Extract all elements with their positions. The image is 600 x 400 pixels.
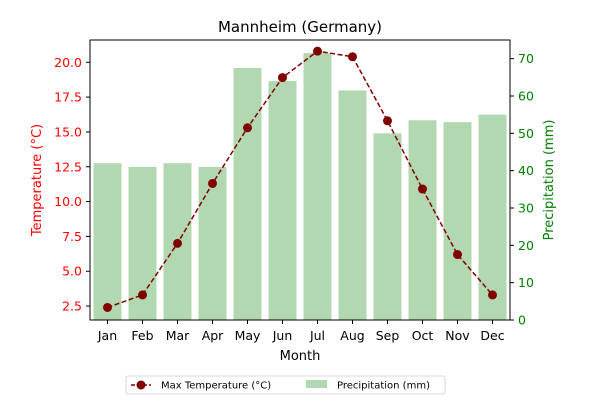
right-y-tick-label: 30 xyxy=(518,201,534,216)
right-y-tick-label: 50 xyxy=(518,126,534,141)
x-tick-label: Mar xyxy=(166,328,190,343)
right-y-tick-label: 70 xyxy=(518,51,534,66)
precipitation-bar-apr xyxy=(198,166,227,320)
precipitation-bar-jan xyxy=(93,163,122,320)
right-y-tick-label: 60 xyxy=(518,89,534,104)
x-tick-label: Aug xyxy=(340,328,364,343)
legend-precipitation-label: Precipitation (mm) xyxy=(337,381,430,392)
temperature-line xyxy=(103,46,497,312)
temperature-series-line xyxy=(107,50,494,309)
left-y-tick-label: 2.5 xyxy=(62,299,82,314)
right-y-tick-label: 0 xyxy=(518,313,526,328)
temperature-point-dec xyxy=(488,290,497,300)
legend-precipitation-swatch xyxy=(306,380,327,388)
precipitation-bar-oct xyxy=(408,120,437,321)
temperature-point-jul xyxy=(313,46,322,56)
legend-temperature-marker xyxy=(136,380,146,390)
right-y-axis-ticks: 0 10 20 30 40 50 60 70 xyxy=(510,51,534,328)
x-axis-ticks: Jan Feb Mar Apr May Jun Jul Aug Sep Oct Nov Dec xyxy=(97,320,505,343)
temperature-point-jun xyxy=(278,73,287,83)
x-tick-label: Apr xyxy=(202,328,224,343)
legend-temperature-label: Max Temperature (°C) xyxy=(161,381,271,392)
x-tick-label: Sep xyxy=(376,328,400,343)
temperature-point-feb xyxy=(138,290,147,300)
left-y-axis-label: Temperature (°C) xyxy=(30,124,45,237)
x-tick-label: Nov xyxy=(445,328,470,343)
legend: Max Temperature (°C) Precipitation (mm) xyxy=(125,375,446,395)
x-tick-label: Oct xyxy=(412,328,434,343)
left-y-tick-label: 20.0 xyxy=(54,55,82,70)
precipitation-bar-dec xyxy=(478,114,507,320)
left-y-tick-label: 15.0 xyxy=(54,124,82,139)
x-tick-label: Jun xyxy=(272,328,293,343)
temperature-point-jan xyxy=(103,302,112,312)
left-y-axis-ticks: 2.5 5.0 7.5 10.0 12.5 15.0 17.5 20.0 xyxy=(54,55,90,314)
left-y-tick-label: 5.0 xyxy=(62,264,82,279)
precipitation-bar-may xyxy=(233,68,262,320)
temperature-point-mar xyxy=(173,238,182,248)
temperature-point-oct xyxy=(418,184,427,194)
temperature-point-nov xyxy=(453,250,462,260)
right-y-tick-label: 10 xyxy=(518,275,534,290)
right-y-axis-label: Precipitation (mm) xyxy=(542,120,557,241)
plot-frame xyxy=(89,39,511,321)
left-y-tick-label: 10.0 xyxy=(54,194,82,209)
temperature-point-may xyxy=(243,123,252,133)
temperature-point-apr xyxy=(208,178,217,188)
x-tick-label: Jan xyxy=(97,328,117,343)
x-tick-label: May xyxy=(235,328,261,343)
x-tick-label: Dec xyxy=(480,328,504,343)
left-y-tick-label: 7.5 xyxy=(62,229,82,244)
right-y-tick-label: 40 xyxy=(518,163,534,178)
x-axis-label: Month xyxy=(280,349,321,364)
left-y-tick-label: 17.5 xyxy=(54,90,82,105)
precipitation-bar-sep xyxy=(373,133,402,320)
precipitation-bar-nov xyxy=(443,122,472,320)
precipitation-bar-jun xyxy=(268,81,297,320)
legend-frame xyxy=(125,375,446,395)
precipitation-bar-jul xyxy=(303,53,332,320)
right-y-tick-label: 20 xyxy=(518,238,534,253)
x-tick-label: Feb xyxy=(131,328,153,343)
temperature-point-aug xyxy=(348,52,357,62)
temperature-point-sep xyxy=(383,116,392,126)
precipitation-bars xyxy=(93,53,507,321)
precipitation-bar-aug xyxy=(338,90,367,321)
x-tick-label: Jul xyxy=(309,328,325,343)
chart-title: Mannheim (Germany) xyxy=(218,18,382,36)
left-y-tick-label: 12.5 xyxy=(54,159,82,174)
